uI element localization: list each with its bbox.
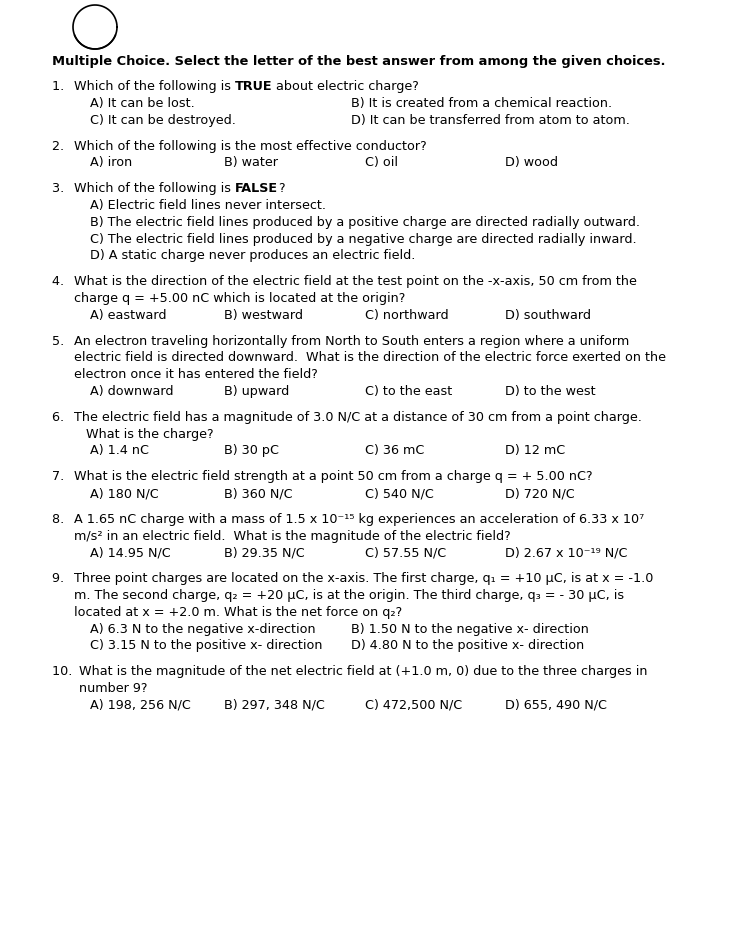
Text: electric field is directed downward.  What is the direction of the electric forc: electric field is directed downward. Wha… [74, 351, 666, 364]
Text: D) 2.67 x 10⁻¹⁹ N/C: D) 2.67 x 10⁻¹⁹ N/C [505, 546, 628, 559]
Text: B) 30 pC: B) 30 pC [224, 444, 279, 457]
Text: D) A static charge never produces an electric field.: D) A static charge never produces an ele… [90, 249, 415, 262]
Text: What is the charge?: What is the charge? [74, 427, 213, 440]
Text: What is the magnitude of the net electric field at (+1.0 m, 0) due to the three : What is the magnitude of the net electri… [79, 664, 647, 677]
Text: D) 4.80 N to the positive x- direction: D) 4.80 N to the positive x- direction [351, 638, 584, 651]
Text: 6.: 6. [52, 410, 68, 423]
Text: number 9?: number 9? [79, 681, 147, 694]
Text: B) westward: B) westward [224, 308, 303, 321]
Text: 7.: 7. [52, 470, 68, 483]
Text: D) 720 N/C: D) 720 N/C [505, 486, 575, 499]
Text: C) 57.55 N/C: C) 57.55 N/C [365, 546, 446, 559]
Text: A) It can be lost.: A) It can be lost. [90, 97, 195, 110]
Text: B) upward: B) upward [224, 384, 289, 397]
Text: 4.: 4. [52, 275, 68, 288]
Text: m. The second charge, q₂ = +20 μC, is at the origin. The third charge, q₃ = - 30: m. The second charge, q₂ = +20 μC, is at… [74, 588, 624, 601]
Text: A) eastward: A) eastward [90, 308, 167, 321]
Text: FALSE: FALSE [235, 182, 278, 195]
Text: A) downward: A) downward [90, 384, 173, 397]
Text: C) northward: C) northward [365, 308, 448, 321]
Text: Which of the following is: Which of the following is [74, 80, 235, 93]
Text: B) water: B) water [224, 156, 278, 169]
Text: Which of the following is: Which of the following is [74, 182, 235, 195]
Text: 3.: 3. [52, 182, 68, 195]
Text: C) 36 mC: C) 36 mC [365, 444, 424, 457]
Text: What is the direction of the electric field at the test point on the -x-axis, 50: What is the direction of the electric fi… [74, 275, 637, 288]
Text: B) It is created from a chemical reaction.: B) It is created from a chemical reactio… [351, 97, 612, 110]
Text: ?: ? [278, 182, 285, 195]
Text: D) to the west: D) to the west [505, 384, 596, 397]
Text: A) 1.4 nC: A) 1.4 nC [90, 444, 149, 457]
Text: Three point charges are located on the x-axis. The first charge, q₁ = +10 μC, is: Three point charges are located on the x… [74, 572, 653, 585]
Text: 10.: 10. [52, 664, 77, 677]
Text: 8.: 8. [52, 512, 68, 525]
Text: 2.: 2. [52, 139, 68, 152]
Text: D) It can be transferred from atom to atom.: D) It can be transferred from atom to at… [351, 113, 630, 126]
Text: A 1.65 nC charge with a mass of 1.5 x 10⁻¹⁵ kg experiences an acceleration of 6.: A 1.65 nC charge with a mass of 1.5 x 10… [74, 512, 644, 525]
Text: 9.: 9. [52, 572, 68, 585]
Text: electron once it has entered the field?: electron once it has entered the field? [74, 367, 318, 380]
Text: 5.: 5. [52, 334, 68, 347]
Text: Multiple Choice. Select the letter of the best answer from among the given choic: Multiple Choice. Select the letter of th… [52, 55, 665, 68]
Text: C) It can be destroyed.: C) It can be destroyed. [90, 113, 236, 126]
Text: C) oil: C) oil [365, 156, 398, 169]
Text: C) 3.15 N to the positive x- direction: C) 3.15 N to the positive x- direction [90, 638, 322, 651]
Text: What is the electric field strength at a point 50 cm from a charge q = + 5.00 nC: What is the electric field strength at a… [74, 470, 593, 483]
Text: D) 12 mC: D) 12 mC [505, 444, 566, 457]
Text: C) The electric field lines produced by a negative charge are directed radially : C) The electric field lines produced by … [90, 232, 637, 245]
Text: A) 14.95 N/C: A) 14.95 N/C [90, 546, 170, 559]
Text: B) 1.50 N to the negative x- direction: B) 1.50 N to the negative x- direction [351, 622, 590, 635]
Text: An electron traveling horizontally from North to South enters a region where a u: An electron traveling horizontally from … [74, 334, 629, 347]
Text: B) 297, 348 N/C: B) 297, 348 N/C [224, 698, 325, 711]
Text: A) 198, 256 N/C: A) 198, 256 N/C [90, 698, 191, 711]
Text: TRUE: TRUE [235, 80, 273, 93]
Text: A) 6.3 N to the negative x-direction: A) 6.3 N to the negative x-direction [90, 622, 315, 635]
Text: Which of the following is the most effective conductor?: Which of the following is the most effec… [74, 139, 427, 152]
Text: C) 472,500 N/C: C) 472,500 N/C [365, 698, 462, 711]
Text: D) southward: D) southward [505, 308, 591, 321]
Text: B) 360 N/C: B) 360 N/C [224, 486, 293, 499]
Text: charge q = +5.00 nC which is located at the origin?: charge q = +5.00 nC which is located at … [74, 291, 406, 304]
Text: A) Electric field lines never intersect.: A) Electric field lines never intersect. [90, 199, 326, 212]
Text: B) 29.35 N/C: B) 29.35 N/C [224, 546, 305, 559]
Text: The electric field has a magnitude of 3.0 N/C at a distance of 30 cm from a poin: The electric field has a magnitude of 3.… [74, 410, 642, 423]
Text: located at x = +2.0 m. What is the net force on q₂?: located at x = +2.0 m. What is the net f… [74, 605, 403, 618]
Text: D) wood: D) wood [505, 156, 558, 169]
Text: m/s² in an electric field.  What is the magnitude of the electric field?: m/s² in an electric field. What is the m… [74, 529, 511, 542]
Text: A) 180 N/C: A) 180 N/C [90, 486, 158, 499]
Text: A) iron: A) iron [90, 156, 132, 169]
Text: about electric charge?: about electric charge? [273, 80, 419, 93]
Text: C) to the east: C) to the east [365, 384, 452, 397]
Text: D) 655, 490 N/C: D) 655, 490 N/C [505, 698, 608, 711]
Text: 1.: 1. [52, 80, 68, 93]
Text: C) 540 N/C: C) 540 N/C [365, 486, 433, 499]
Text: B) The electric field lines produced by a positive charge are directed radially : B) The electric field lines produced by … [90, 215, 640, 228]
